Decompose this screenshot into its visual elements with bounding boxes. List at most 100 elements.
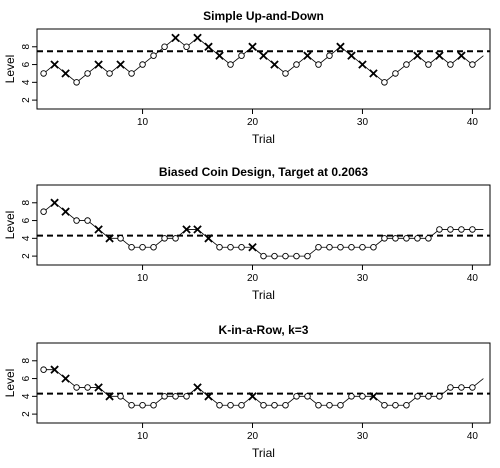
data-point-no-response bbox=[139, 401, 146, 409]
data-point-no-response bbox=[216, 243, 223, 251]
data-point-no-response bbox=[414, 235, 421, 242]
chart-panel-3: K-in-a-Row, k=3 10 20 30 40 2 4 6 8 Trial Level bbox=[3, 323, 491, 460]
chart-panel-1: Simple Up-and-Down 10 20 30 40 2 4 6 8 Trial Level bbox=[3, 9, 491, 146]
data-point-no-response bbox=[337, 243, 344, 251]
data-point-no-response bbox=[469, 384, 476, 391]
data-point-response bbox=[193, 33, 202, 43]
x-tick-label: 10 bbox=[137, 273, 149, 284]
data-point-no-response bbox=[128, 70, 135, 77]
data-point-response bbox=[50, 198, 59, 208]
data-point-no-response bbox=[183, 43, 190, 51]
data-point-no-response bbox=[84, 70, 91, 77]
data-point-no-response bbox=[403, 61, 410, 68]
data-point-no-response bbox=[260, 401, 267, 409]
data-point-response bbox=[105, 234, 114, 243]
data-point-no-response bbox=[381, 401, 388, 409]
data-point-no-response bbox=[447, 384, 454, 391]
data-point-no-response bbox=[392, 235, 399, 242]
data-point-response bbox=[94, 225, 103, 234]
plot-frame bbox=[36, 184, 491, 266]
data-point-no-response bbox=[315, 61, 322, 68]
data-point-no-response bbox=[348, 243, 355, 251]
plot-frame bbox=[36, 28, 491, 110]
data-point-no-response bbox=[304, 252, 311, 260]
data-point-response bbox=[457, 51, 466, 60]
data-point-no-response bbox=[381, 235, 388, 242]
series-line bbox=[43, 369, 484, 406]
y-tick-label: 8 bbox=[21, 358, 32, 364]
data-point-no-response bbox=[425, 393, 432, 400]
data-point-response bbox=[193, 383, 202, 392]
data-point-response bbox=[270, 60, 279, 69]
data-point-no-response bbox=[293, 252, 300, 260]
data-point-no-response bbox=[282, 70, 289, 77]
data-point-no-response bbox=[238, 401, 245, 409]
x-axis-label: Trial bbox=[252, 288, 275, 302]
data-point-response bbox=[61, 207, 70, 216]
data-point-no-response bbox=[414, 393, 421, 400]
y-tick-label: 4 bbox=[21, 393, 32, 399]
data-point-no-response bbox=[359, 243, 366, 251]
data-point-response bbox=[369, 69, 378, 78]
y-axis-label: Level bbox=[3, 211, 17, 240]
data-point-no-response bbox=[238, 243, 245, 251]
data-point-response bbox=[193, 225, 202, 234]
data-point-no-response bbox=[293, 393, 300, 400]
data-point-no-response bbox=[139, 61, 146, 68]
y-tick-label: 8 bbox=[21, 44, 32, 50]
data-point-no-response bbox=[425, 235, 432, 242]
data-point-response bbox=[248, 42, 257, 52]
data-point-no-response bbox=[227, 61, 234, 68]
y-axis-label: Level bbox=[3, 55, 17, 84]
data-point-no-response bbox=[315, 243, 322, 251]
data-point-no-response bbox=[447, 61, 454, 68]
data-point-response bbox=[61, 69, 70, 78]
data-point-no-response bbox=[326, 401, 333, 409]
data-point-no-response bbox=[150, 52, 157, 59]
x-tick-label: 20 bbox=[247, 273, 259, 284]
y-tick-label: 6 bbox=[21, 375, 32, 381]
x-tick-label: 30 bbox=[357, 273, 369, 284]
data-point-no-response bbox=[359, 393, 366, 400]
chart-title: Simple Up-and-Down bbox=[203, 9, 324, 23]
data-point-response bbox=[116, 60, 125, 69]
data-point-no-response bbox=[238, 52, 245, 59]
data-point-response bbox=[248, 392, 257, 401]
data-point-no-response bbox=[40, 70, 47, 77]
data-point-no-response bbox=[84, 217, 91, 224]
data-point-no-response bbox=[150, 243, 157, 251]
x-tick-label: 10 bbox=[137, 431, 149, 442]
data-point-response bbox=[94, 383, 103, 392]
data-point-no-response bbox=[436, 393, 443, 400]
data-point-no-response bbox=[315, 401, 322, 409]
chart-title: Biased Coin Design, Target at 0.2063 bbox=[159, 165, 369, 179]
data-point-response bbox=[105, 392, 114, 401]
data-point-no-response bbox=[458, 384, 465, 391]
data-point-no-response bbox=[161, 43, 168, 51]
data-point-response bbox=[336, 42, 345, 52]
data-point-response bbox=[303, 51, 312, 60]
data-point-no-response bbox=[469, 226, 476, 233]
data-point-no-response bbox=[216, 401, 223, 409]
data-point-no-response bbox=[117, 393, 124, 400]
y-tick-label: 2 bbox=[21, 411, 32, 417]
data-point-response bbox=[94, 60, 103, 69]
data-point-no-response bbox=[139, 243, 146, 251]
data-point-no-response bbox=[106, 70, 113, 77]
x-tick-label: 30 bbox=[357, 117, 369, 128]
y-tick-label: 6 bbox=[21, 217, 32, 223]
data-point-response bbox=[358, 60, 367, 69]
data-point-response bbox=[435, 51, 444, 60]
data-point-no-response bbox=[40, 366, 47, 373]
data-point-no-response bbox=[84, 384, 91, 391]
data-point-no-response bbox=[370, 243, 377, 251]
y-axis-label: Level bbox=[3, 369, 17, 398]
data-point-no-response bbox=[436, 226, 443, 233]
data-point-no-response bbox=[337, 401, 344, 409]
data-point-no-response bbox=[381, 79, 388, 86]
data-point-no-response bbox=[403, 401, 410, 409]
plot-frame bbox=[36, 342, 491, 424]
data-point-no-response bbox=[73, 384, 80, 391]
